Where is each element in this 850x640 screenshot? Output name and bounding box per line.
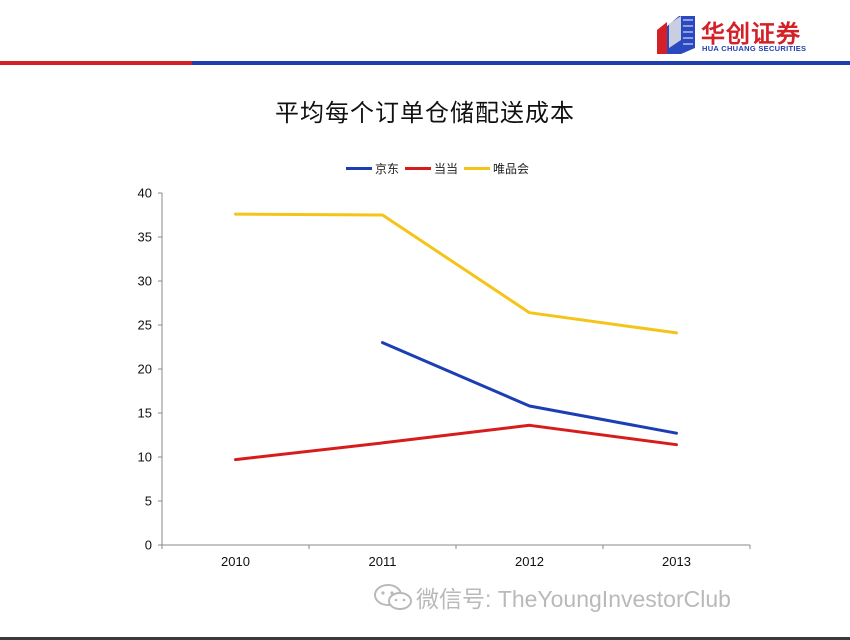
series-line <box>234 212 678 335</box>
series-line <box>381 341 678 435</box>
legend-label: 唯品会 <box>493 161 530 176</box>
legend-label: 当当 <box>434 161 459 176</box>
company-logo: 华创证券 HUA CHUANG SECURITIES <box>657 14 837 56</box>
page-title: 平均每个订单仓储配送成本 <box>275 99 575 127</box>
legend-swatch <box>405 166 432 170</box>
y-tick-label: 20 <box>138 362 152 377</box>
header-accent-red <box>0 61 192 65</box>
y-tick-label: 0 <box>145 538 152 553</box>
wechat-watermark: 微信号: TheYoungInvestorClub <box>372 582 731 612</box>
x-tick-label: 2011 <box>369 554 397 569</box>
legend-swatch <box>346 166 372 170</box>
y-tick-label: 25 <box>138 318 152 333</box>
legend-item: 京东 <box>346 160 399 177</box>
y-tick-label: 15 <box>138 406 152 421</box>
logo-mark-icon <box>657 16 695 54</box>
legend-item: 当当 <box>405 160 458 177</box>
footer-divider <box>0 637 850 640</box>
x-tick-label: 2010 <box>221 554 250 569</box>
watermark-text: 微信号: TheYoungInvestorClub <box>416 586 731 612</box>
legend-item: 唯品会 <box>464 160 529 177</box>
y-tick-label: 40 <box>138 186 152 201</box>
header-accent-blue <box>192 61 850 65</box>
series-line <box>234 423 678 462</box>
wechat-icon <box>374 584 412 610</box>
chart-legend: 京东 当当 唯品会 <box>346 160 535 176</box>
logo-english-text: HUA CHUANG SECURITIES <box>702 44 807 53</box>
x-tick-label: 2013 <box>662 554 691 569</box>
y-tick-label: 10 <box>138 450 152 465</box>
logo-chinese-text: 华创证券 <box>701 20 801 48</box>
y-tick-label: 5 <box>145 494 152 509</box>
y-tick-label: 30 <box>138 274 152 289</box>
legend-swatch <box>464 166 491 170</box>
y-tick-label: 35 <box>138 230 152 245</box>
x-tick-label: 2012 <box>515 554 544 569</box>
legend-label: 京东 <box>375 161 400 176</box>
